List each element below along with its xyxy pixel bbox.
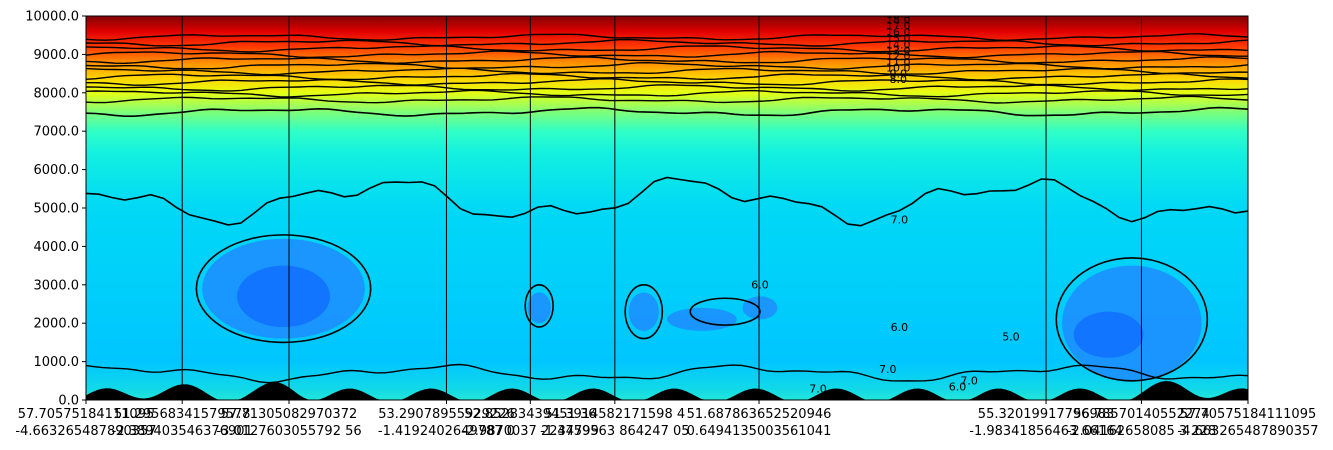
x-tick-label: -2.04162658085 3 228 <box>1067 424 1216 439</box>
contour-line <box>86 33 1248 42</box>
contour-line <box>86 56 1248 65</box>
x-tick-label: -1.98341856463 66164 <box>969 424 1123 439</box>
x-tick-label: -4.663265487890357 <box>15 424 156 439</box>
y-tick-label: 9000.0 <box>34 48 80 63</box>
low-value-region <box>237 265 331 328</box>
y-tick-label: 6000.0 <box>34 163 80 178</box>
contour-label: 7.0 <box>891 213 909 226</box>
x-tick-label: -3.0127603055792 56 <box>216 424 361 439</box>
contour-label: 6.0 <box>751 279 769 292</box>
contour-label: 7.0 <box>809 382 827 395</box>
contour-line <box>86 84 1248 92</box>
low-value-region <box>628 292 659 331</box>
contour-line <box>86 77 1248 86</box>
x-tick-label: 57.70575184111095 <box>1180 407 1316 422</box>
x-tick-label: 51.3914582171598 4 <box>545 407 686 422</box>
contour-line <box>86 176 1248 227</box>
x-tick-label: 55.32019917796983 <box>978 407 1114 422</box>
contour-label: 19.0 <box>886 8 911 21</box>
x-tick-label: 53.29078955929226 <box>378 407 514 422</box>
contour-line <box>624 283 664 340</box>
low-value-region <box>667 307 737 331</box>
x-tick-label: 57.70575184111095 <box>18 407 154 422</box>
x-tick-label: 57.71305082970372 <box>221 407 357 422</box>
contour-line <box>86 44 1248 53</box>
y-tick-label: 1000.0 <box>34 355 80 370</box>
contour-line <box>86 50 1248 59</box>
x-tick-label: -2.389403546376901 <box>112 424 253 439</box>
x-tick-label: 56.78570140552274 <box>1073 407 1209 422</box>
contour-label: 12.0 <box>886 50 911 63</box>
contour-label: 6.0 <box>949 380 967 393</box>
y-tick-label: 5000.0 <box>34 202 80 217</box>
contour-label: 11.0 <box>886 56 911 69</box>
contour-label: 8.0 <box>889 73 907 86</box>
y-tick-label: 10000.0 <box>25 10 79 25</box>
contour-line <box>86 72 1248 81</box>
contour-label: 7.0 <box>879 363 897 376</box>
contour-label: 9.0 <box>889 67 907 80</box>
contour-label: 5.0 <box>1002 330 1020 343</box>
contour-line <box>86 106 1248 117</box>
y-tick-label: 7000.0 <box>34 125 80 140</box>
contour-line <box>86 38 1248 47</box>
y-tick-label: 4000.0 <box>34 240 80 255</box>
x-tick-label: 51.687863652520946 <box>687 407 832 422</box>
contour-line <box>86 61 1248 70</box>
contour-line <box>86 95 1248 104</box>
contour-line <box>86 363 1248 384</box>
contour-line <box>86 67 1248 76</box>
contour-label: 17.0 <box>886 19 911 32</box>
contour-label: 7.0 <box>960 375 978 388</box>
x-tick-label: -2.9870037 2234799 <box>462 424 599 439</box>
contour-line <box>524 284 554 328</box>
y-tick-label: 2000.0 <box>34 317 80 332</box>
terrain <box>86 381 1248 400</box>
contour-label: 18.0 <box>886 14 911 27</box>
contour-label: 13.0 <box>886 44 911 57</box>
contour-label: 15.0 <box>886 32 911 45</box>
y-tick-label: 0.0 <box>58 394 79 409</box>
contour-label: 16.0 <box>886 26 911 39</box>
x-tick-label: -1.4192402649787 0 <box>378 424 515 439</box>
low-value-region <box>527 292 551 324</box>
contour-label: 14.0 <box>886 39 911 52</box>
x-tick-label: 51.29568341579578 <box>114 407 250 422</box>
x-tick-label: 52.85283439451 36 <box>464 407 596 422</box>
y-tick-label: 3000.0 <box>34 278 80 293</box>
contour-line <box>195 234 372 344</box>
x-tick-label: -1.4759563 864247 05 <box>540 424 689 439</box>
contour-line <box>1055 257 1209 382</box>
x-tick-label: 0.6494135003561041 <box>687 424 832 439</box>
contour-line <box>689 297 761 326</box>
low-value-region <box>1073 311 1144 358</box>
low-value-region <box>742 296 778 320</box>
x-tick-label: -4.663265487890357 <box>1177 424 1318 439</box>
contour-label: 10.0 <box>886 62 911 75</box>
y-tick-label: 8000.0 <box>34 86 80 101</box>
contour-label: 6.0 <box>891 321 909 334</box>
contour-line <box>86 89 1248 98</box>
